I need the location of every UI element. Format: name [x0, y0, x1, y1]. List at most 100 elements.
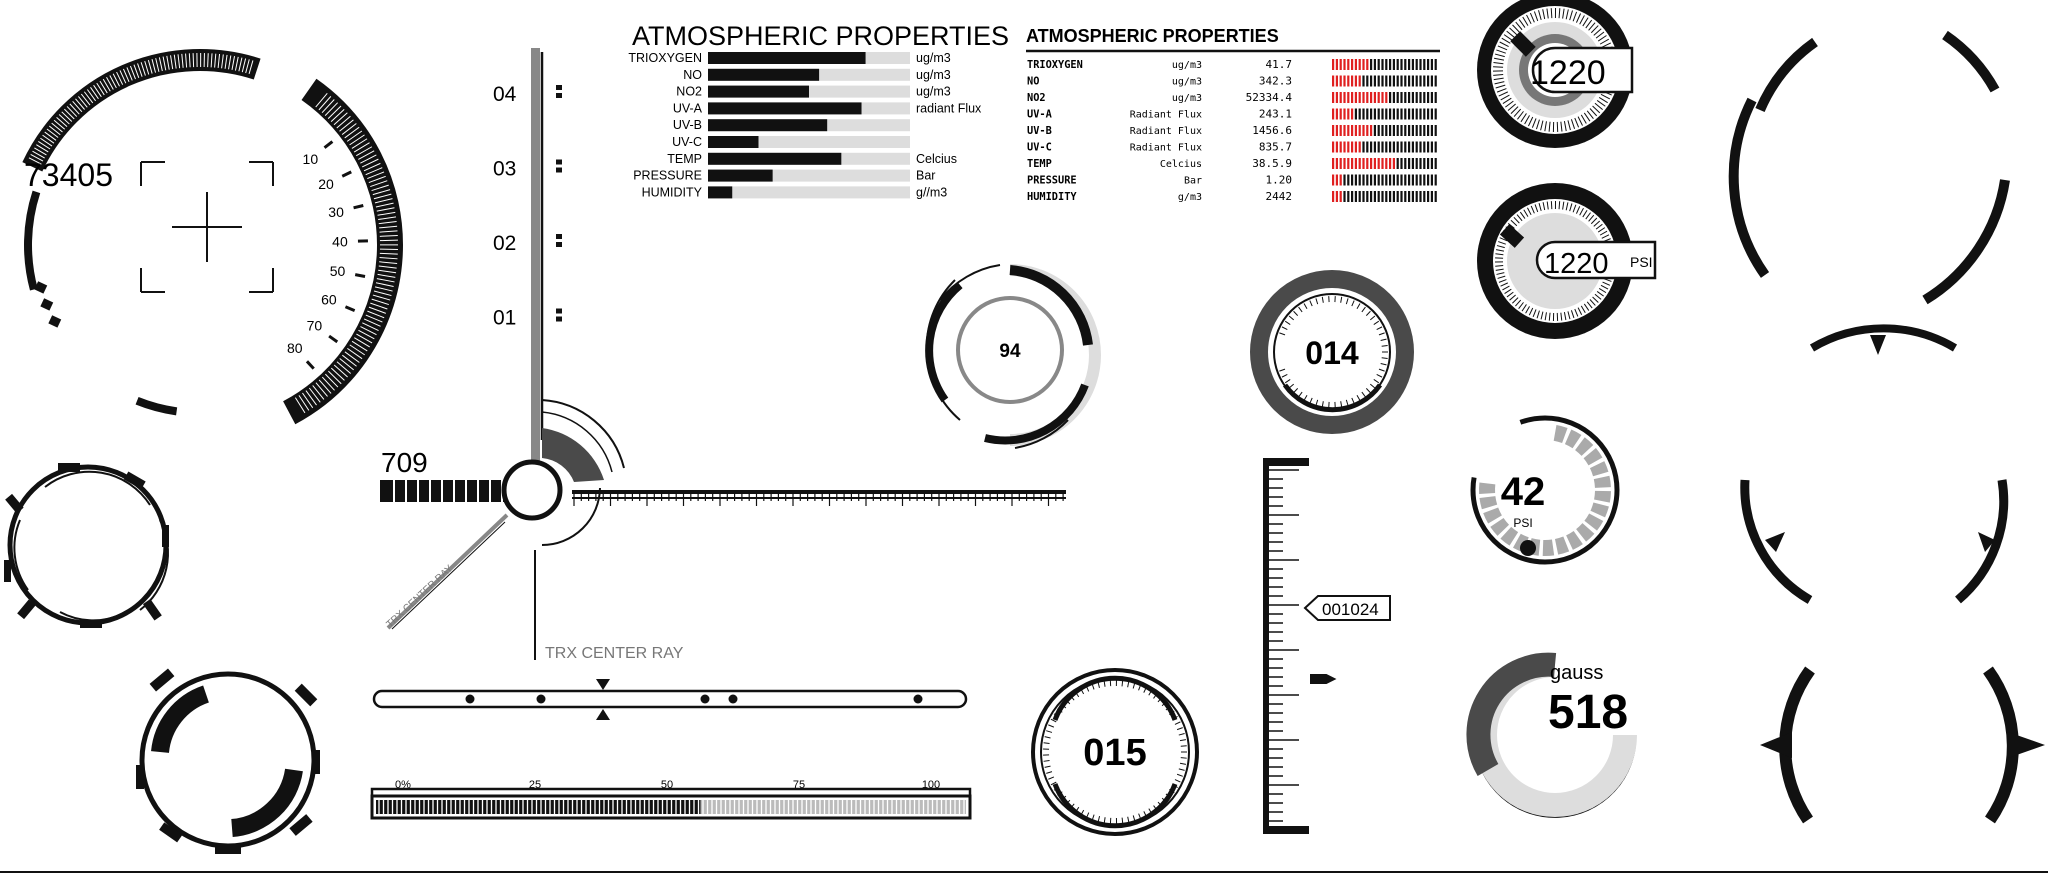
atmos-table-2-title: ATMOSPHERIC PROPERTIES	[1026, 26, 1279, 46]
atmos2-row-bar-seg	[1347, 158, 1350, 169]
knob-1220-psi-tick	[1540, 311, 1544, 320]
dial-014-tick	[1293, 310, 1299, 316]
atmos2-row-bar-seg	[1408, 125, 1411, 136]
atmos2-row-bar-seg	[1335, 191, 1338, 202]
knob-1220-tick	[1546, 8, 1549, 19]
atmos2-row-bar-seg	[1335, 141, 1338, 153]
atmos1-row-bar	[708, 136, 759, 148]
knob-1220-tick	[1593, 28, 1602, 36]
dial-014-tick	[1281, 373, 1288, 378]
atmos2-row-name: NO	[1027, 75, 1040, 88]
knob-gauge-1220[interactable]: 1220	[1477, 0, 1634, 148]
knob-1220-psi-pointer	[1499, 224, 1525, 248]
axis-level-mark	[556, 93, 562, 98]
scope-top-tick	[61, 111, 73, 122]
atmos2-row-bar-seg	[1354, 191, 1357, 202]
dial-015-tick	[1103, 680, 1106, 687]
atmos2-row-unit: g/m3	[1178, 192, 1202, 203]
knob-1220-tick	[1527, 116, 1534, 127]
dial-015-tick	[1043, 760, 1050, 762]
scope-right-tick	[367, 171, 385, 180]
dial-015-tick	[1097, 816, 1101, 823]
scope-right-tick	[378, 216, 397, 220]
atmos2-row-bar-seg	[1419, 92, 1422, 103]
knob-1220-tick	[1510, 106, 1519, 115]
atmos1-row-bar	[708, 52, 866, 64]
slider-marker-bottom[interactable]	[596, 709, 610, 720]
scope-bottom-arc	[135, 397, 178, 416]
dial-014-tick	[1365, 388, 1371, 394]
atmos2-row-bar-seg	[1396, 92, 1399, 103]
atmos1-row-unit: radiant Flux	[916, 101, 982, 115]
atmos2-row-bar-seg	[1400, 92, 1403, 103]
dial-014-tick	[1378, 332, 1385, 336]
dial-014-tick	[1303, 395, 1308, 401]
atmos2-row-bar-seg	[1408, 141, 1411, 153]
knob-1220-tick	[1493, 66, 1504, 68]
knob-gauge-1220-psi[interactable]: 1220 PSI	[1477, 183, 1657, 339]
scope-top-tick	[151, 58, 157, 73]
scope-right-tick	[328, 370, 342, 385]
dial-014-tick	[1293, 388, 1299, 394]
scope-right-tick	[371, 184, 389, 192]
atmos2-row-bar-seg	[1404, 75, 1407, 87]
dial-015-tick	[1161, 797, 1167, 803]
dial-014-tick	[1369, 383, 1376, 389]
dial-014-tick	[1315, 399, 1319, 406]
atmos2-row-bar-seg	[1354, 59, 1357, 70]
knob-1220-tick	[1577, 116, 1583, 126]
dial-015-tick	[1080, 688, 1085, 695]
scope-right-tick	[351, 138, 368, 149]
dial-014-tick	[1356, 303, 1361, 309]
knob-1220-psi-tick	[1523, 209, 1529, 217]
atmos2-row-bar-seg	[1351, 141, 1354, 153]
atmos2-row-bar-seg	[1358, 75, 1361, 87]
atmos2-row-bar-seg	[1427, 108, 1430, 120]
dial-014-tick	[1298, 391, 1303, 398]
atmos2-row-value: 342.3	[1259, 75, 1292, 88]
axis-quadrant-wedge	[542, 428, 604, 482]
atmos2-row-bar-seg	[1408, 92, 1411, 103]
scope-scale-label: 70	[307, 318, 323, 334]
scope-right-tick	[341, 123, 357, 135]
crosshair-reticle	[140, 161, 274, 293]
knob-1220-tick	[1589, 108, 1598, 117]
atmos2-row-bar-seg	[1430, 191, 1433, 202]
knob-1220-tick	[1509, 27, 1518, 36]
atmos2-row-bar-seg	[1389, 75, 1392, 87]
atmos2-row-bar-seg	[1373, 125, 1376, 136]
knob-1220-tick	[1575, 13, 1582, 23]
dial-gauge-014: 014	[1250, 270, 1414, 434]
atmos1-row-bar	[708, 152, 842, 165]
knob-1220-psi-value: 1220	[1544, 248, 1609, 280]
atmos2-row-bar-seg	[1377, 174, 1380, 186]
atmos2-row-bar-seg	[1430, 125, 1433, 136]
atmos2-row-bar-seg	[1427, 92, 1430, 103]
dial-014-tick	[1298, 306, 1303, 313]
ruler-pointer-flag[interactable]	[1303, 595, 1391, 621]
scope-scale-tick	[305, 360, 315, 370]
gauss-value: 518	[1548, 686, 1628, 739]
atmos1-row-bar	[708, 186, 733, 199]
axis-left-bar-gap	[429, 480, 431, 502]
atmos2-row-bar-seg	[1411, 158, 1414, 169]
knob-1220-psi-tick	[1516, 214, 1523, 222]
atmos2-row-bar-seg	[1411, 191, 1414, 202]
knob-1220-psi-tick	[1565, 202, 1569, 211]
atmos2-row-bar-seg	[1339, 141, 1342, 153]
dial-014-tick	[1309, 397, 1313, 404]
atmos2-row-value: 52334.4	[1246, 91, 1293, 104]
atmos2-row-bar-seg	[1400, 108, 1403, 120]
knob-1220-tick	[1588, 22, 1596, 31]
atmos2-row-bar-seg	[1385, 191, 1388, 202]
atmos1-row-name: PRESSURE	[633, 169, 702, 183]
atmos2-row-bar-seg	[1343, 108, 1346, 120]
atmos2-row-bar-seg	[1362, 141, 1365, 153]
knob-1220-tick	[1535, 119, 1540, 130]
atmos2-row-bar-seg	[1430, 92, 1433, 103]
dial-015-tick	[1103, 817, 1106, 824]
slider-track[interactable]	[372, 679, 968, 720]
psi-42-segment	[1542, 539, 1555, 556]
axis-level-label: 02	[493, 232, 516, 255]
slider-marker-top[interactable]	[596, 679, 610, 690]
